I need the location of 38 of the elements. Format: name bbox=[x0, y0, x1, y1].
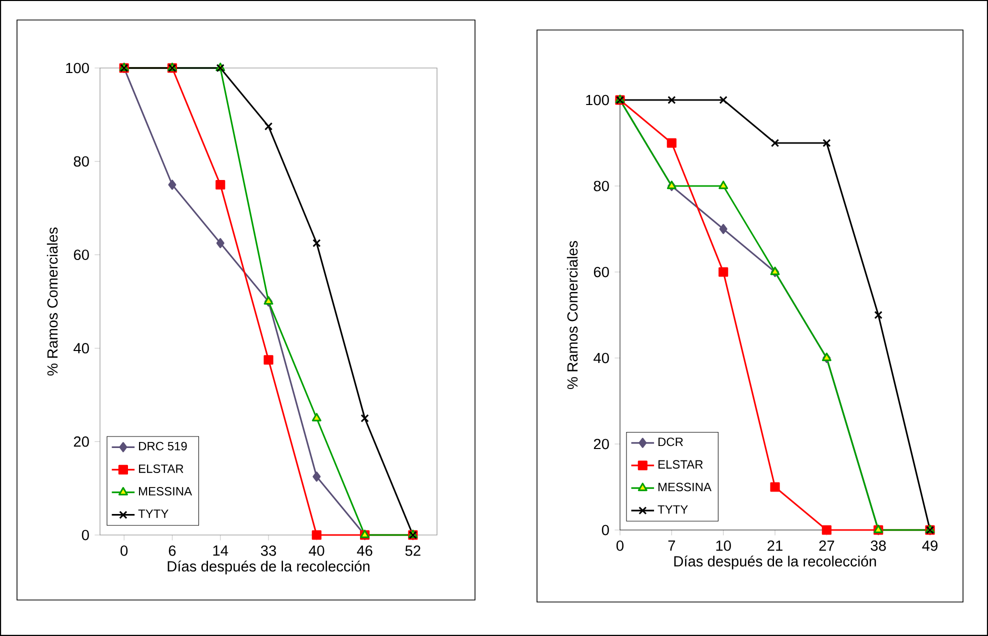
y-tick-label: 80 bbox=[594, 180, 609, 192]
y-tick-label: 60 bbox=[594, 266, 609, 278]
legend-label: TYTY bbox=[138, 510, 168, 518]
x-tick-label: 49 bbox=[922, 540, 938, 551]
x-tick-label: 33 bbox=[260, 546, 276, 556]
y-tick-label: 0 bbox=[602, 524, 609, 536]
y-tick-label: 100 bbox=[66, 62, 89, 74]
x-tick-label: 0 bbox=[616, 540, 624, 551]
y-tick-label: 20 bbox=[594, 438, 609, 450]
legend-label: ELSTAR bbox=[139, 464, 184, 473]
y-tick-label: 40 bbox=[74, 343, 89, 354]
legend-label: MESSINA bbox=[658, 482, 712, 492]
y-axis-title: % Ramos Comerciales bbox=[46, 227, 58, 376]
x-tick-label: 14 bbox=[213, 546, 228, 556]
x-tick-label: 38 bbox=[870, 540, 886, 551]
legend-label: MESSINA bbox=[139, 487, 192, 496]
legend-label: ELSTAR bbox=[658, 460, 703, 469]
y-tick-label: 0 bbox=[82, 530, 89, 540]
x-tick-label: 27 bbox=[819, 540, 834, 551]
x-tick-label: 21 bbox=[768, 540, 782, 551]
x-tick-label: 10 bbox=[716, 540, 731, 551]
x-tick-label: 52 bbox=[405, 546, 420, 556]
y-tick-label: 20 bbox=[74, 436, 89, 447]
x-tick-label: 6 bbox=[168, 546, 176, 556]
legend-label: DCR bbox=[658, 438, 683, 446]
y-axis-title: % Ramos Comerciales bbox=[566, 240, 578, 390]
legend-label: TYTY bbox=[658, 505, 688, 514]
x-axis-title: Días después de la recolección bbox=[674, 556, 876, 570]
x-tick-label: 7 bbox=[668, 540, 676, 551]
legend-label: DRC 519 bbox=[139, 442, 187, 450]
x-tick-label: 0 bbox=[120, 546, 128, 556]
y-tick-label: 40 bbox=[594, 352, 609, 364]
y-tick-label: 60 bbox=[74, 250, 89, 260]
x-axis-title: Días después de la recolección bbox=[168, 560, 370, 574]
x-tick-label: 46 bbox=[356, 546, 372, 556]
x-tick-label: 40 bbox=[308, 546, 324, 556]
y-tick-label: 80 bbox=[74, 156, 89, 167]
y-tick-label: 100 bbox=[586, 94, 609, 106]
